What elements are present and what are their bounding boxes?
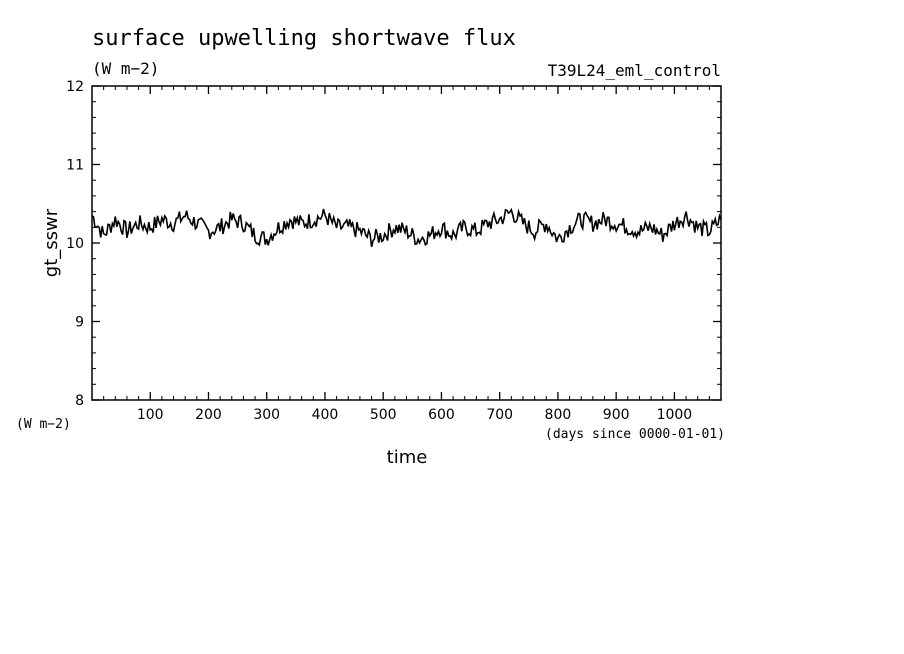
x-tick-label: 600 xyxy=(428,407,455,423)
minor-ticks xyxy=(92,86,721,400)
x-axis: 100 200 300 400 500 600 700 800 900 1000 xyxy=(137,86,692,423)
x-axis-label: time xyxy=(387,447,428,468)
series-line xyxy=(91,207,722,247)
x-tick-label: 200 xyxy=(195,407,222,423)
x-axis-units: (days since 0000-01-01) xyxy=(545,427,725,442)
x-tick-label: 800 xyxy=(545,407,572,423)
x-tick-label: 400 xyxy=(312,407,339,423)
x-tick-label: 1000 xyxy=(657,407,693,423)
y-tick-label: 9 xyxy=(75,315,84,331)
chart-title: surface upwelling shortwave flux xyxy=(92,26,516,51)
y-axis: 8 9 10 11 12 xyxy=(66,79,721,409)
chart-subtitle-units: (W m−2) xyxy=(92,59,159,78)
y-tick-label: 12 xyxy=(66,79,84,95)
y-tick-label: 8 xyxy=(75,393,84,409)
experiment-label: T39L24_eml_control xyxy=(548,61,721,80)
x-tick-label: 300 xyxy=(253,407,280,423)
x-tick-label: 500 xyxy=(370,407,397,423)
x-tick-label: 700 xyxy=(486,407,513,423)
y-axis-label: gt_sswr xyxy=(41,208,62,277)
plot-frame xyxy=(91,85,722,401)
y-tick-label: 10 xyxy=(66,236,84,252)
x-tick-label: 900 xyxy=(603,407,630,423)
y-axis-units: (W m−2) xyxy=(16,417,71,432)
y-tick-label: 11 xyxy=(66,158,84,174)
x-tick-label: 100 xyxy=(137,407,164,423)
